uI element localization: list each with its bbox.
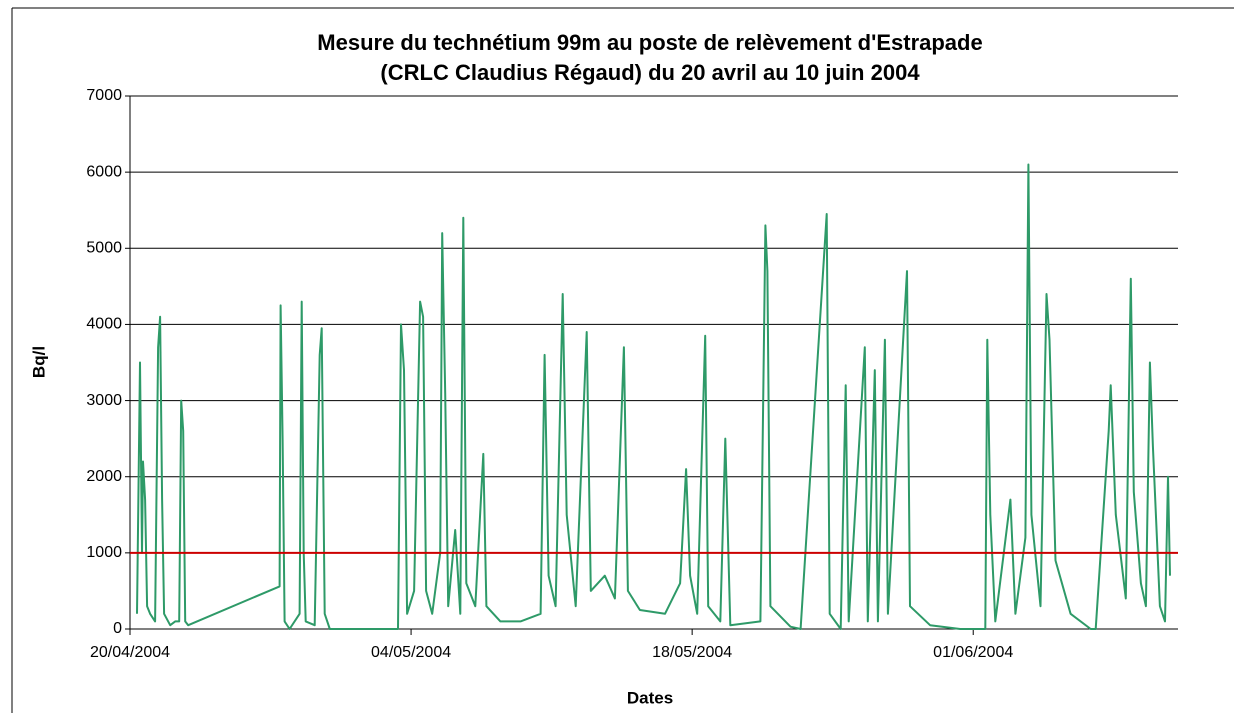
y-axis-title: Bq/l [29, 346, 48, 378]
x-tick-label: 18/05/2004 [652, 644, 732, 661]
chart-title: Mesure du technétium 99m au poste de rel… [317, 30, 982, 55]
y-tick-label: 5000 [86, 240, 122, 257]
x-tick-label: 04/05/2004 [371, 644, 451, 661]
x-axis-title: Dates [627, 688, 673, 707]
y-tick-label: 7000 [86, 87, 122, 104]
y-tick-label: 2000 [86, 468, 122, 485]
y-tick-label: 0 [113, 620, 122, 637]
y-tick-label: 6000 [86, 163, 122, 180]
y-tick-label: 3000 [86, 392, 122, 409]
x-tick-label: 01/06/2004 [933, 644, 1013, 661]
y-tick-label: 1000 [86, 544, 122, 561]
y-tick-label: 4000 [86, 316, 122, 333]
x-tick-label: 20/04/2004 [90, 644, 170, 661]
chart-title: (CRLC Claudius Régaud) du 20 avril au 10… [380, 60, 920, 85]
data-line [136, 163, 1171, 630]
